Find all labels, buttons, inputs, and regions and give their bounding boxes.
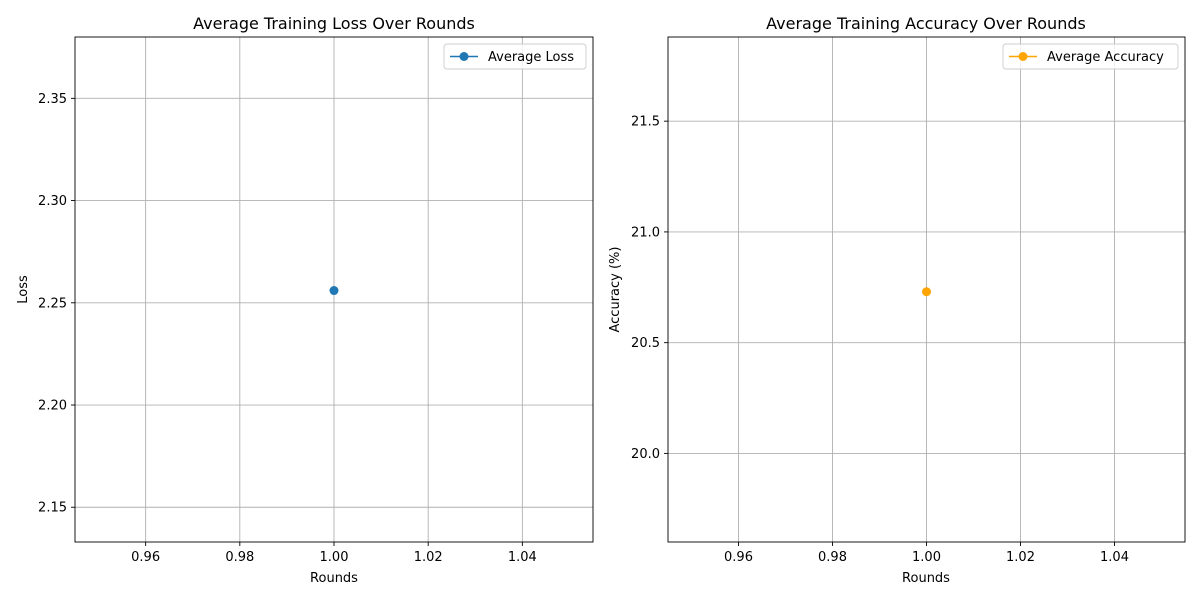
accuracy-x-tick-label: 0.96 bbox=[724, 550, 753, 565]
accuracy-y-axis-label: Accuracy (%) bbox=[608, 247, 623, 333]
accuracy-ticks: 0.96 0.98 1.00 1.02 1.04 20.0 20.5 21.0 21.5 bbox=[631, 115, 1129, 565]
loss-y-tick-label: 2.15 bbox=[38, 501, 67, 516]
loss-y-axis-label: Loss bbox=[16, 275, 31, 304]
loss-legend-marker bbox=[459, 52, 469, 61]
loss-legend: Average Loss bbox=[443, 43, 587, 70]
loss-y-tick-label: 2.20 bbox=[38, 399, 67, 414]
loss-x-tick-label: 0.96 bbox=[131, 550, 160, 565]
accuracy-legend-label: Average Accuracy bbox=[1047, 50, 1164, 65]
accuracy-legend-marker bbox=[1018, 52, 1028, 61]
accuracy-y-tick-label: 21.5 bbox=[631, 115, 660, 130]
loss-x-tick-label: 0.98 bbox=[225, 550, 254, 565]
accuracy-legend-box bbox=[1002, 43, 1179, 70]
accuracy-x-axis-label: Rounds bbox=[902, 571, 950, 586]
loss-chart-title: Average Training Loss Over Rounds bbox=[193, 14, 475, 33]
accuracy-series bbox=[922, 287, 931, 297]
loss-y-tick-label: 2.30 bbox=[38, 194, 67, 209]
loss-x-axis-label: Rounds bbox=[310, 571, 358, 586]
accuracy-x-tick-label: 1.00 bbox=[912, 550, 941, 565]
loss-x-tick-label: 1.00 bbox=[320, 550, 349, 565]
loss-plot-frame bbox=[74, 36, 594, 543]
accuracy-y-tick-label: 20.5 bbox=[631, 336, 660, 351]
accuracy-x-tick-label: 1.02 bbox=[1006, 550, 1035, 565]
loss-x-tick-label: 1.04 bbox=[508, 550, 537, 565]
accuracy-x-tick-label: 0.98 bbox=[818, 550, 847, 565]
loss-data-point bbox=[329, 286, 339, 296]
loss-grid bbox=[75, 37, 593, 542]
loss-y-tick-label: 2.35 bbox=[38, 92, 67, 107]
accuracy-plot-frame bbox=[667, 36, 1186, 543]
loss-y-tick-label: 2.25 bbox=[38, 296, 67, 311]
loss-legend-label: Average Loss bbox=[488, 50, 574, 65]
loss-ticks: 0.96 0.98 1.00 1.02 1.04 2.15 2.20 2.25 2.30 2.35 bbox=[38, 92, 537, 565]
accuracy-y-tick-label: 21.0 bbox=[631, 225, 660, 240]
accuracy-x-tick-label: 1.04 bbox=[1100, 550, 1129, 565]
loss-series bbox=[329, 286, 339, 296]
accuracy-y-tick-label: 20.0 bbox=[631, 447, 660, 462]
loss-legend-box bbox=[443, 43, 587, 70]
loss-x-tick-label: 1.02 bbox=[414, 550, 443, 565]
accuracy-data-point bbox=[922, 287, 931, 297]
accuracy-chart-panel: Average Training Accuracy Over Rounds 0.… bbox=[608, 14, 1186, 586]
loss-chart-panel: Average Training Loss Over Rounds 0.96 0.… bbox=[16, 14, 594, 586]
accuracy-chart-title: Average Training Accuracy Over Rounds bbox=[766, 14, 1086, 33]
accuracy-legend: Average Accuracy bbox=[1002, 43, 1179, 70]
